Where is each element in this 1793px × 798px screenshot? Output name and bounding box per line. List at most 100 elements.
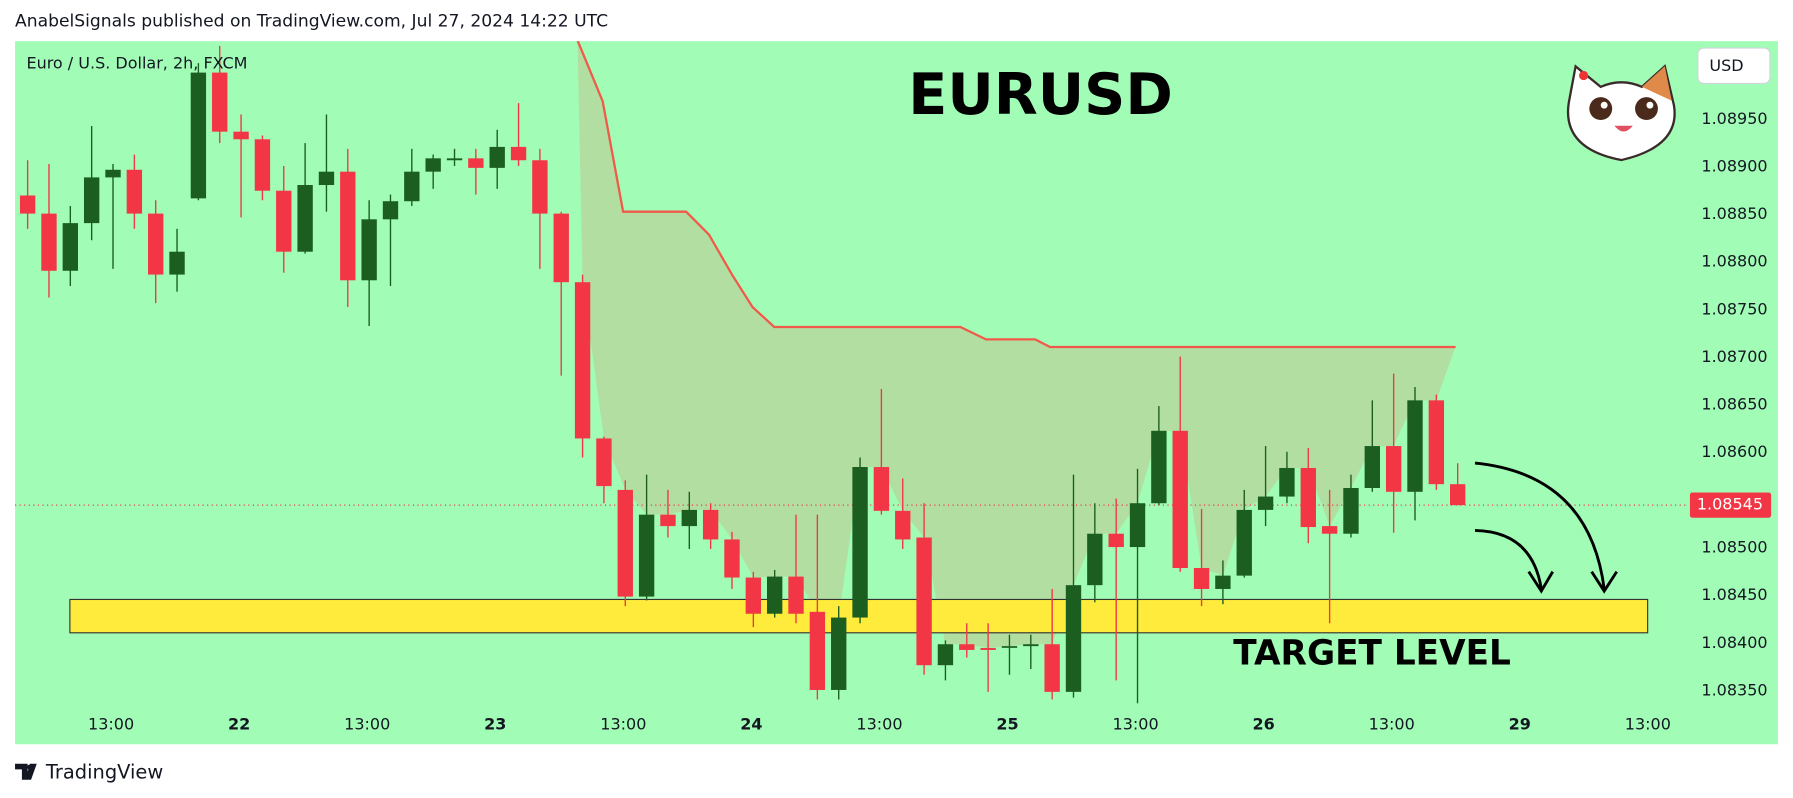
candle-body [233,131,249,140]
candle-body [1151,430,1167,504]
x-tick-label: 22 [228,714,250,733]
candle-body [681,509,697,527]
candle-body [297,185,313,252]
target-label: TARGET LEVEL [1233,634,1511,674]
candle-body [126,169,143,214]
candle-body [1343,487,1359,534]
x-tick-label: 13:00 [1113,714,1159,733]
candle-body [1407,400,1423,492]
chart-title: EURUSD [908,62,1173,128]
candle-body [895,510,911,540]
candle-body [959,644,975,650]
x-tick-label: 13:00 [1369,714,1415,733]
y-tick-label: 1.08700 [1701,347,1767,366]
mascot [1566,64,1676,162]
candle-body [1087,533,1103,586]
candle-body [148,213,164,275]
symbol-label: Euro / U.S. Dollar, 2h, FXCM [26,54,247,73]
candle-body [532,160,548,214]
candle-body [190,72,207,199]
candle-body [361,219,377,281]
currency-box[interactable] [1697,47,1771,85]
x-tick-label: 13:00 [344,714,390,733]
x-tick-label: 29 [1509,714,1531,733]
candle-body [937,644,954,666]
candle-body [62,223,79,271]
candle-body [553,213,569,283]
candle-body [980,648,996,650]
x-tick-label: 13:00 [1625,714,1671,733]
candle-body [212,72,228,132]
y-tick-label: 1.08850 [1701,204,1767,223]
candle-body [446,158,463,161]
candle-body [19,195,36,214]
y-tick-label: 1.08450 [1701,585,1767,604]
candle-body [724,539,740,578]
publish-note: AnabelSignals published on TradingView.c… [15,12,608,32]
candle-body [873,467,890,511]
candle-body [1385,446,1402,492]
candle-body [41,213,57,271]
candle-body [1428,400,1445,485]
candle-body [404,171,420,202]
candle-body [1236,509,1252,576]
candle-body [1450,484,1466,506]
last-price-box [1689,492,1772,518]
candle-body [254,139,271,191]
brand: TradingView [45,760,163,783]
overlay: 1.08350 1.08400 1.08450 1.08500 1.08600 1.086… [88,109,1772,745]
y-tick-label: 1.08600 [1701,442,1767,461]
candle-body [382,201,399,220]
y-tick-label: 1.08400 [1701,633,1767,652]
forecast-arrows [1474,461,1618,594]
y-tick-label: 1.08500 [1701,538,1767,557]
y-tick-label: 1.08950 [1701,109,1767,128]
candle-body [169,251,185,275]
candle-body [510,146,527,161]
candle-body [1044,644,1060,692]
candle-body [105,169,121,178]
x-tick-label: 24 [740,714,762,733]
candle-body [1129,503,1146,548]
x-tick-label: 25 [996,714,1018,733]
candle-body [276,190,292,252]
x-tick-label: 13:00 [88,714,134,733]
candle-body [766,576,783,614]
y-tick-label: 1.08350 [1701,680,1767,699]
candle-body [1065,585,1082,692]
y-tick-label: 1.08650 [1701,395,1767,414]
y-tick-label: 1.08900 [1701,156,1767,175]
candle-body [638,514,655,597]
plot-area [15,41,1687,704]
candle-body [1364,446,1380,488]
y-tick-label: 1.08800 [1701,252,1767,271]
candle-body [1108,533,1124,548]
candle-body [831,617,847,690]
candle-body [83,177,100,224]
candle-body [1172,430,1188,569]
candle-body [1257,496,1274,510]
candle-body [702,509,719,540]
currency-label[interactable]: USD [1709,56,1743,75]
tv-logo [15,763,37,780]
candle-body [468,158,484,168]
candle-body [660,514,676,527]
x-tick-label: 13:00 [856,714,902,733]
candle-body [788,576,804,614]
candle-body [617,489,633,597]
trail-fill [577,41,1456,649]
candle-body [1023,644,1039,647]
candle-body [1001,646,1018,648]
y-tick-label: 1.08750 [1701,299,1767,318]
candle-body [489,146,505,168]
candle-body [596,438,612,487]
candle-body [1215,575,1231,589]
candle-body [574,282,591,439]
candle-body [318,171,335,186]
candle-body [1321,526,1338,534]
candle-body [916,537,932,666]
candle-body [1193,568,1210,589]
candle-body [809,611,826,690]
x-tick-label: 23 [484,714,506,733]
